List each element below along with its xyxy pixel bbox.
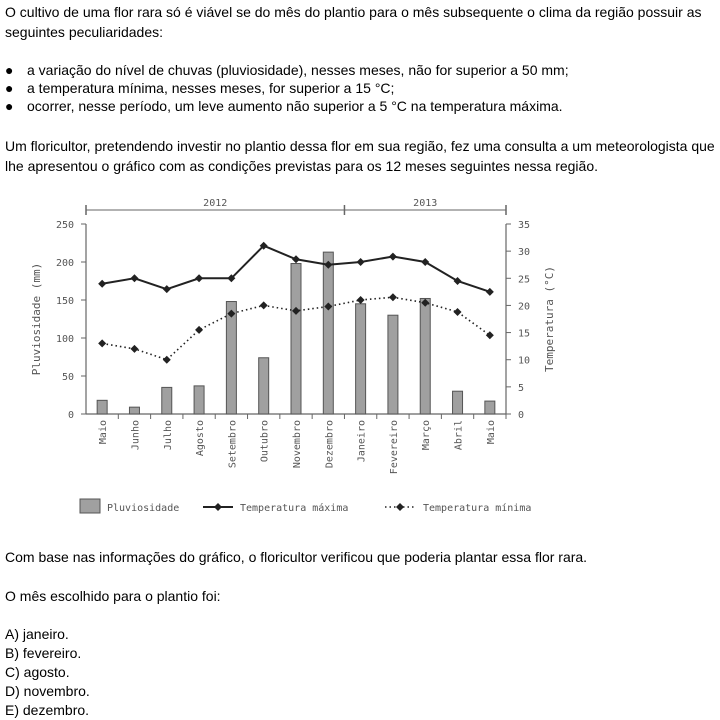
temp-min-point-11 bbox=[453, 307, 462, 316]
condition-1: ● a variação do nível de chuvas (pluviosi… bbox=[5, 62, 569, 78]
temp-min-point-5 bbox=[259, 301, 268, 310]
temp-min-point-4 bbox=[227, 309, 236, 318]
right-tick-label-5: 5 bbox=[518, 383, 524, 394]
temp-max-point-4 bbox=[227, 274, 236, 283]
bullet-icon: ● bbox=[5, 98, 14, 114]
temp-max-point-9 bbox=[388, 252, 397, 261]
temp-max-point-11 bbox=[453, 277, 462, 285]
bar-agosto-3 bbox=[193, 385, 205, 415]
left-tick-label-150: 150 bbox=[56, 296, 74, 307]
temp-max-point-1 bbox=[130, 274, 139, 283]
year-label-2012: 2012 bbox=[203, 198, 227, 209]
temp-max-point-10 bbox=[421, 258, 430, 266]
category-label-4: Setembro bbox=[227, 420, 238, 468]
left-tick-label-100: 100 bbox=[56, 334, 74, 345]
temp-max-point-12 bbox=[485, 287, 494, 296]
temp-min-point-12 bbox=[485, 331, 494, 340]
right-tick-label-30: 30 bbox=[518, 247, 530, 258]
temp-min-point-10 bbox=[421, 298, 430, 307]
bar-maio-12 bbox=[484, 400, 496, 415]
category-label-9: Fevereiro bbox=[389, 420, 400, 474]
category-label-7: Dezembro bbox=[324, 420, 335, 468]
bar-março-10 bbox=[419, 297, 431, 415]
temp-max-point-0 bbox=[98, 279, 107, 288]
bar-julho-2 bbox=[161, 386, 173, 415]
category-label-2: Julho bbox=[163, 420, 174, 450]
temp-max-point-3 bbox=[195, 274, 204, 283]
right-tick-label-15: 15 bbox=[518, 329, 530, 340]
temp-min-point-1 bbox=[130, 344, 139, 353]
right-tick-label-20: 20 bbox=[518, 301, 530, 312]
category-label-11: Abril bbox=[454, 420, 465, 450]
left-tick-label-50: 50 bbox=[62, 372, 74, 383]
temp-max-point-8 bbox=[356, 258, 365, 266]
category-label-10: Março bbox=[421, 420, 432, 450]
temp-max-point-2 bbox=[162, 285, 171, 294]
temp-min-point-2 bbox=[162, 355, 171, 364]
right-tick-label-0: 0 bbox=[518, 410, 524, 421]
temp-max-point-7 bbox=[324, 260, 333, 269]
bar-dezembro-7 bbox=[322, 251, 334, 415]
option-a[interactable]: A) janeiro. bbox=[5, 626, 69, 642]
left-tick-label-250: 250 bbox=[56, 220, 74, 231]
category-label-6: Novembro bbox=[292, 420, 303, 468]
bar-abril-11 bbox=[452, 390, 464, 415]
temp-max-point-6 bbox=[292, 255, 300, 264]
temp-min-point-8 bbox=[356, 296, 365, 304]
context-paragraph: Um floricultor, pretendendo investir no … bbox=[5, 138, 715, 174]
bar-setembro-4 bbox=[225, 301, 237, 415]
bullet-icon: ● bbox=[5, 80, 14, 96]
option-c[interactable]: C) agosto. bbox=[5, 664, 70, 680]
category-label-0: Maio bbox=[98, 420, 109, 444]
right-tick-label-10: 10 bbox=[518, 356, 530, 367]
temp-min-point-6 bbox=[292, 306, 300, 315]
legend-swatch-pluviosidade bbox=[79, 498, 101, 514]
bar-janeiro-8 bbox=[355, 303, 367, 415]
intro-paragraph: O cultivo de uma flor rara só é viável s… bbox=[5, 4, 702, 40]
left-tick-label-0: 0 bbox=[68, 410, 74, 421]
question-text: O mês escolhido para o plantio foi: bbox=[5, 588, 221, 604]
legend-swatch-tmin-marker bbox=[396, 503, 404, 511]
bullet-icon: ● bbox=[5, 62, 14, 78]
bar-fevereiro-9 bbox=[387, 314, 399, 415]
climate-chart: 2012 2013 0 50 100 150 200 250 0 5 10 15 20 25 30 35 Plu… bbox=[30, 198, 556, 514]
left-axis-title: Pluviosidade (mm) bbox=[30, 263, 43, 376]
year-label-2013: 2013 bbox=[413, 198, 437, 209]
legend-label-temp-max: Temperatura máxima bbox=[240, 502, 348, 514]
category-label-12: Maio bbox=[486, 420, 497, 444]
temp-min-point-3 bbox=[195, 325, 204, 334]
condition-3: ● ocorrer, nesse período, um leve aumento… bbox=[5, 98, 563, 114]
temp-min-point-9 bbox=[388, 293, 397, 302]
bar-outubro-5 bbox=[258, 357, 270, 415]
legend-label-pluviosidade: Pluviosidade bbox=[107, 503, 179, 514]
bar-junho-1 bbox=[128, 406, 140, 415]
category-label-8: Janeiro bbox=[357, 420, 368, 462]
right-tick-label-35: 35 bbox=[518, 220, 530, 231]
category-label-3: Agosto bbox=[195, 420, 206, 456]
option-d[interactable]: D) novembro. bbox=[5, 683, 90, 699]
bar-novembro-6 bbox=[290, 263, 302, 415]
right-axis-title: Temperatura (°C) bbox=[543, 266, 556, 372]
bar-maio-0 bbox=[96, 399, 108, 415]
option-b[interactable]: B) fevereiro. bbox=[5, 645, 82, 661]
category-label-5: Outubro bbox=[260, 420, 271, 462]
temp-min-point-0 bbox=[98, 339, 107, 348]
temp-max-point-5 bbox=[259, 241, 268, 250]
right-tick-label-25: 25 bbox=[518, 274, 530, 285]
option-e[interactable]: E) dezembro. bbox=[5, 702, 90, 718]
left-tick-label-200: 200 bbox=[56, 258, 74, 269]
condition-2: ● a temperatura mínima, nesses meses, for… bbox=[5, 80, 395, 96]
category-label-1: Junho bbox=[130, 420, 141, 450]
conclusion-paragraph: Com base nas informações do gráfico, o f… bbox=[5, 549, 588, 565]
temp-min-point-7 bbox=[324, 302, 333, 311]
legend-swatch-tmax-marker bbox=[214, 503, 222, 511]
legend-label-temp-min: Temperatura mínima bbox=[423, 502, 531, 514]
